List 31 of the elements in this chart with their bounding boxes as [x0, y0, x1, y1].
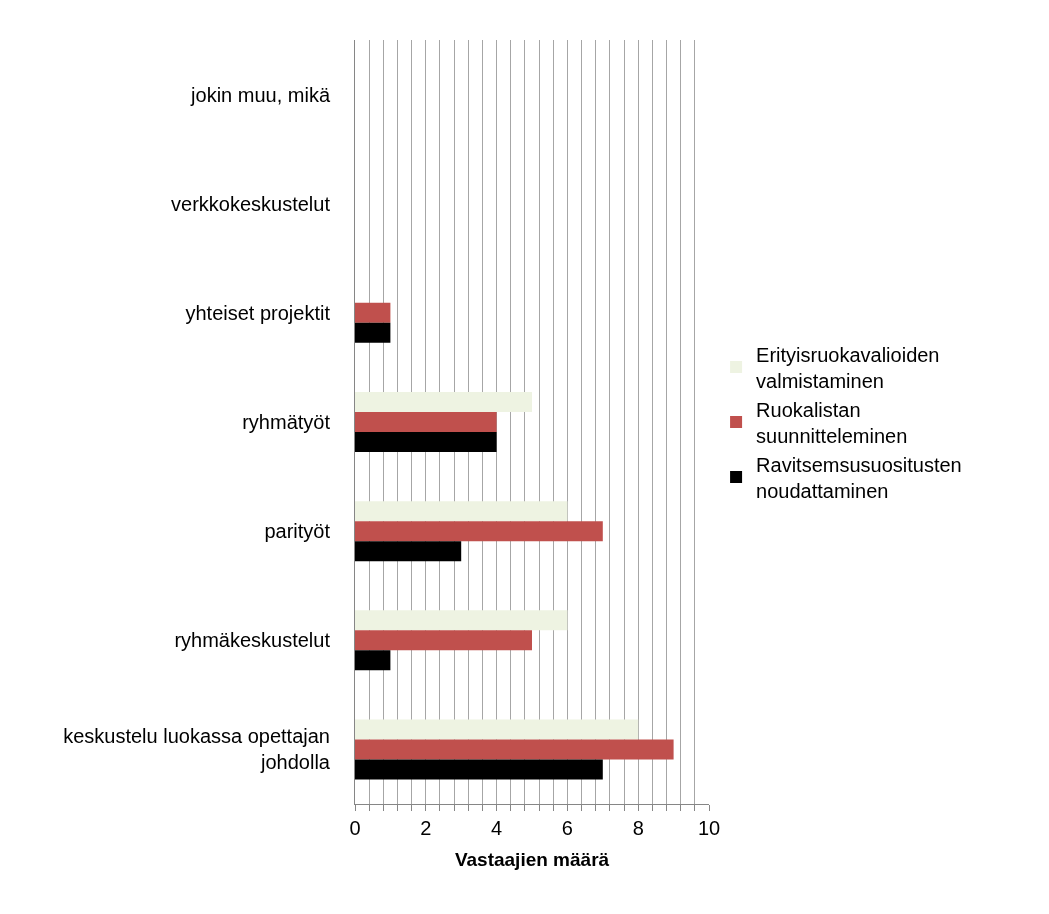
x-axis-title: Vastaajien määrä	[454, 848, 610, 870]
legend-label: Erityisruokavalioiden valmistaminen	[756, 343, 940, 392]
legend-label: Ravitsemsusuositusten noudattaminen	[756, 453, 962, 502]
bar	[355, 719, 639, 740]
bar	[355, 521, 603, 542]
x-tick-label: 8	[632, 817, 644, 839]
y-tick-label: keskustelu luokassa opettajan johdolla	[63, 725, 331, 774]
bar	[355, 541, 462, 562]
bar	[355, 610, 568, 631]
bar	[355, 630, 532, 651]
y-tick-label: jokin muu, mikä	[190, 83, 331, 106]
y-tick-label: verkkokeskustelut	[171, 192, 331, 215]
x-tick-label: 0	[349, 817, 361, 839]
bar	[355, 759, 603, 780]
bar	[355, 739, 674, 760]
y-tick-label: parityöt	[264, 520, 331, 543]
bar	[355, 650, 391, 671]
legend-label: Ruokalistan suunnitteleminen	[756, 398, 908, 447]
bar	[355, 501, 568, 522]
x-tick-label: 4	[491, 817, 503, 839]
y-tick-label: ryhmäkeskustelut	[174, 629, 331, 652]
y-tick-label: ryhmätyöt	[242, 411, 331, 433]
x-tick-label: 2	[420, 817, 432, 839]
x-tick-label: 6	[561, 817, 573, 839]
bar	[355, 432, 497, 453]
bar	[355, 391, 532, 412]
bar	[355, 302, 391, 323]
x-tick-label: 10	[697, 817, 721, 839]
bar	[355, 412, 497, 432]
bar	[355, 322, 391, 343]
y-tick-label: yhteiset projektit	[185, 301, 331, 324]
